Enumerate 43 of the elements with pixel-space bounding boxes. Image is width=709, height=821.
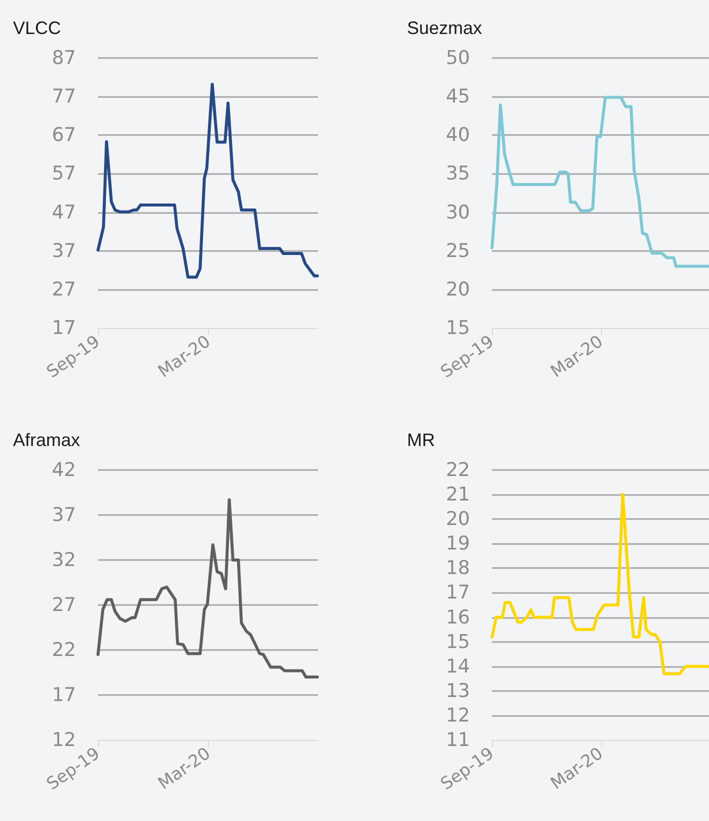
y-tick-label: 27: [52, 594, 76, 616]
y-tick-label: 77: [52, 86, 76, 108]
y-tick-label: 16: [446, 606, 470, 628]
y-tick-label: 22: [446, 459, 470, 481]
y-tick-label: 42: [52, 459, 76, 481]
y-tick-label: 30: [446, 201, 470, 224]
y-tick-label: 17: [52, 317, 76, 339]
y-tick-label: 12: [52, 729, 76, 751]
line-series: [96, 82, 319, 279]
y-tick-label: 20: [446, 508, 470, 530]
y-tick-label: 32: [52, 549, 76, 571]
y-tick-label: 15: [446, 630, 470, 653]
y-tick-label: 25: [446, 240, 470, 262]
y-tick-label: 12: [446, 704, 470, 726]
y-tick-label: 19: [446, 532, 470, 555]
y-tick-label: 87: [52, 47, 76, 69]
y-tick-label: 47: [52, 201, 76, 224]
y-tick-label: 37: [52, 240, 76, 262]
y-tick-label: 20: [446, 278, 470, 300]
chart-title: Suezmax: [407, 18, 482, 38]
y-tick-label: 40: [446, 124, 470, 146]
line-series: [490, 493, 709, 676]
y-tick-label: 37: [52, 504, 76, 526]
y-tick-label: 14: [446, 655, 470, 678]
y-tick-label: 17: [52, 684, 76, 706]
chart-title: MR: [407, 430, 435, 450]
y-tick-label: 15: [446, 317, 470, 339]
y-tick-label: 11: [446, 729, 470, 751]
y-tick-label: 35: [446, 162, 470, 185]
y-tick-label: 45: [446, 86, 470, 108]
y-tick-label: 21: [446, 484, 470, 506]
line-series: [490, 96, 709, 268]
y-tick-label: 57: [52, 162, 76, 185]
y-tick-label: 27: [52, 278, 76, 300]
chart-title: Aframax: [13, 430, 80, 450]
line-series: [96, 498, 319, 678]
y-tick-label: 67: [52, 124, 76, 146]
chart-title: VLCC: [13, 18, 62, 38]
y-tick-label: 17: [446, 582, 470, 604]
y-tick-label: 13: [446, 680, 470, 702]
y-tick-label: 50: [446, 47, 470, 69]
y-tick-label: 18: [446, 557, 470, 580]
y-tick-label: 22: [52, 639, 76, 661]
